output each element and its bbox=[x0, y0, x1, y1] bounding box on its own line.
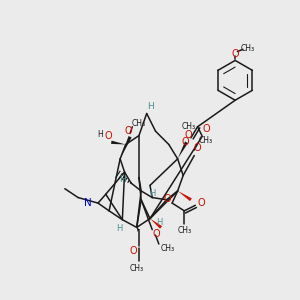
Text: O: O bbox=[124, 126, 132, 136]
Text: H: H bbox=[116, 224, 122, 233]
Text: O: O bbox=[164, 194, 172, 204]
Text: O: O bbox=[182, 137, 189, 147]
Text: CH₃: CH₃ bbox=[160, 244, 175, 253]
Polygon shape bbox=[137, 227, 140, 232]
Polygon shape bbox=[111, 141, 126, 145]
Text: CH₃: CH₃ bbox=[240, 44, 254, 53]
Text: CH₃: CH₃ bbox=[132, 119, 146, 128]
Text: O: O bbox=[185, 130, 193, 140]
Text: O: O bbox=[104, 130, 112, 141]
Text: N: N bbox=[84, 198, 92, 208]
Text: H: H bbox=[156, 218, 162, 227]
Text: CH₃: CH₃ bbox=[182, 122, 196, 131]
Text: O: O bbox=[231, 49, 239, 59]
Text: O: O bbox=[194, 143, 201, 153]
Text: O: O bbox=[153, 229, 160, 239]
Polygon shape bbox=[120, 136, 132, 159]
Text: CH₃: CH₃ bbox=[130, 264, 144, 273]
Text: O: O bbox=[197, 198, 205, 208]
Text: O: O bbox=[130, 246, 137, 256]
Text: CH₃: CH₃ bbox=[198, 136, 212, 145]
Text: CH₃: CH₃ bbox=[177, 226, 191, 235]
Text: H: H bbox=[147, 102, 153, 111]
Polygon shape bbox=[150, 219, 162, 229]
Text: H: H bbox=[149, 189, 155, 198]
Text: H: H bbox=[98, 130, 103, 139]
Text: H: H bbox=[119, 176, 126, 184]
Polygon shape bbox=[178, 191, 192, 201]
Text: O: O bbox=[202, 124, 210, 134]
Polygon shape bbox=[178, 142, 188, 159]
